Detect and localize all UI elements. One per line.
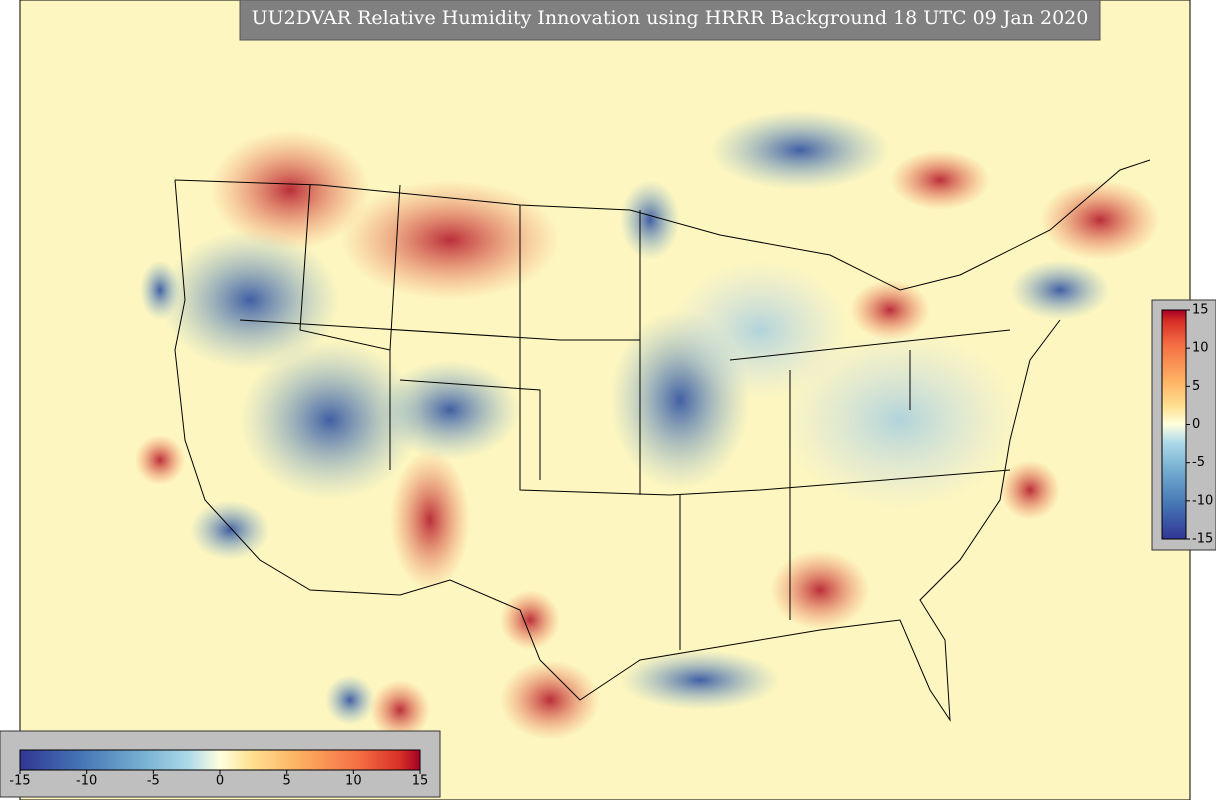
colorbar-tick-label: -10 [76,774,97,789]
colorbar-tick-label: -10 [1192,493,1213,508]
coastline [174,179,1061,722]
colorbar-tick-label: 0 [1192,417,1200,432]
colorbar-tick-label: 15 [412,774,429,789]
colorbar [19,749,421,771]
colorbar-tick-label: 10 [1192,341,1209,356]
colorbar-tick-label: -5 [1192,455,1205,470]
colorbar-tick-label: 15 [1192,303,1209,318]
colorbar [1161,309,1187,540]
state-borders [174,159,1151,722]
colorbar-tick-label: 0 [216,774,224,789]
colorbar-tick-label: 5 [283,774,291,789]
state-lines [239,184,1011,650]
title-box [239,0,1101,41]
colorbar-tick-label: 10 [345,774,362,789]
humidity-field [135,110,1160,740]
colorbar-tick-label: 5 [1192,379,1200,394]
colorbar-tick-label: -15 [1192,532,1213,547]
map-title: UU2DVAR Relative Humidity Innovation usi… [252,7,1089,29]
boundary [174,159,1151,291]
colorbar-tick-label: -5 [147,774,160,789]
colorbar-tick-label: -15 [9,774,30,789]
